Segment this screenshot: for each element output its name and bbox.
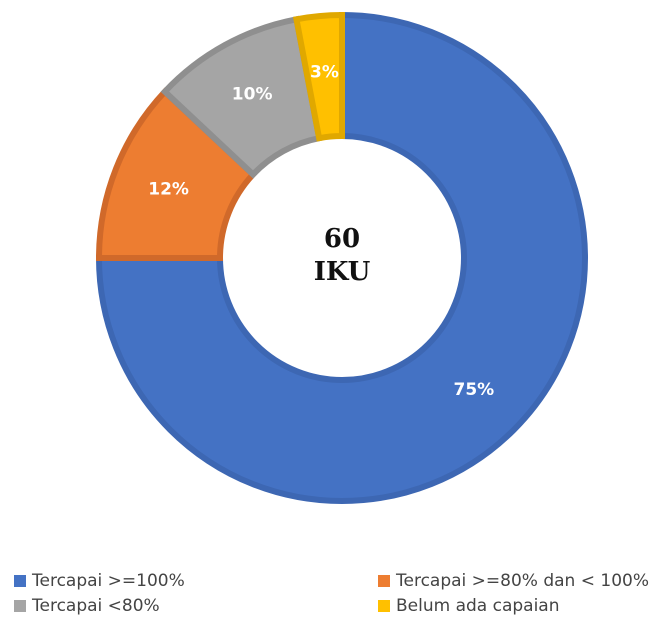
- legend-label: Tercapai <80%: [31, 596, 160, 616]
- donut-slice: [292, 11, 345, 142]
- legend-swatch: [378, 600, 390, 612]
- donut-slice: [95, 87, 258, 261]
- donut-slice: [95, 11, 588, 504]
- data-label: 3%: [310, 62, 339, 82]
- center-unit: IKU: [314, 257, 371, 287]
- legend-swatch: [378, 575, 390, 587]
- legend-label: Tercapai >=100%: [31, 571, 185, 591]
- data-label: 10%: [232, 85, 273, 105]
- data-label: 75%: [454, 380, 495, 400]
- legend-swatch: [14, 600, 26, 612]
- center-value: 60: [324, 224, 360, 254]
- legend-label: Belum ada capaian: [396, 596, 560, 616]
- legend-swatch: [14, 575, 26, 587]
- legend-label: Tercapai >=80% dan < 100%: [395, 571, 649, 591]
- data-label: 12%: [148, 179, 189, 199]
- slices: [95, 11, 588, 504]
